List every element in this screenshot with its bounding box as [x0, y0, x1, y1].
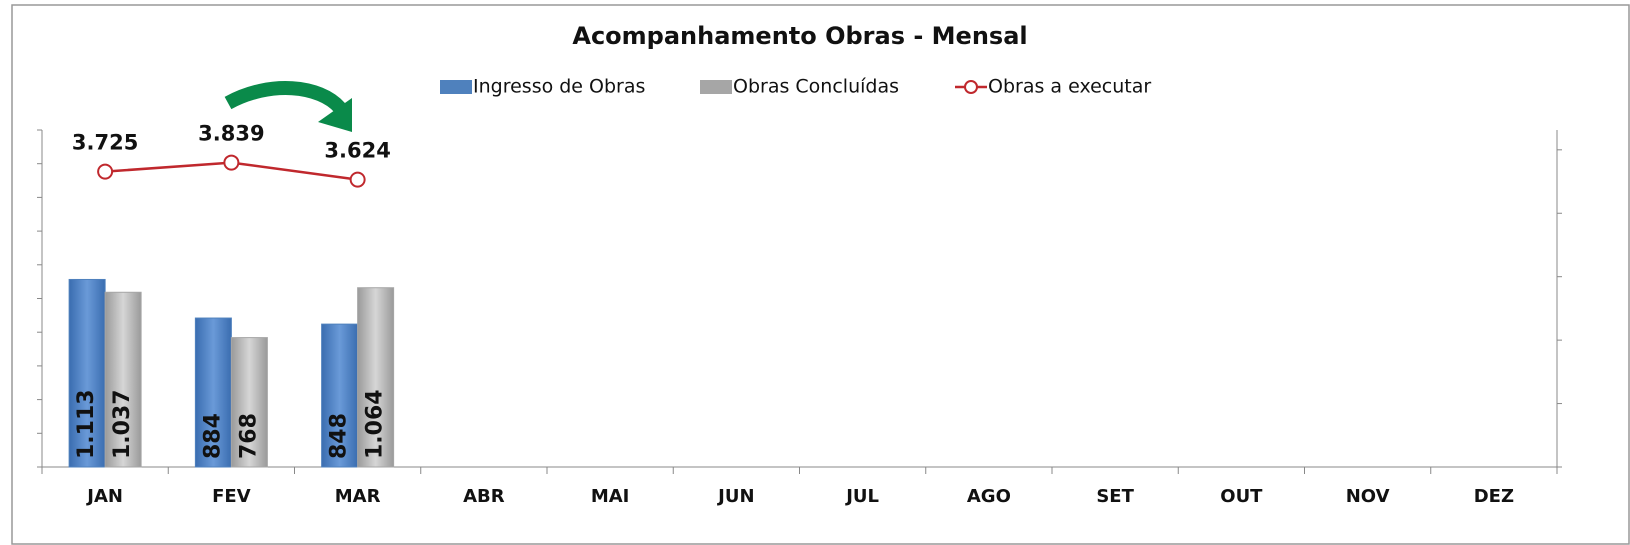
x-tick-label: JAN: [85, 486, 123, 507]
x-tick-label: ABR: [463, 486, 505, 507]
chart-title: Acompanhamento Obras - Mensal: [572, 22, 1027, 50]
bar: [194, 317, 232, 468]
bar: [104, 291, 142, 468]
trend-arrow: [224, 81, 346, 113]
line-marker: [97, 163, 114, 180]
bar: [68, 278, 106, 468]
data-label: 3.725: [72, 131, 138, 155]
legend-swatch: [964, 80, 978, 94]
x-tick-label: DEZ: [1474, 486, 1514, 507]
legend-label: Ingresso de Obras: [473, 76, 645, 98]
data-label: 1.064: [363, 389, 388, 459]
data-label: 1.113: [74, 389, 99, 459]
x-tick-label: SET: [1096, 486, 1134, 507]
legend-swatch: [700, 80, 732, 94]
bar: [230, 337, 268, 468]
data-label: 884: [200, 413, 225, 459]
bar: [321, 323, 359, 468]
legend-label: Obras Concluídas: [733, 76, 899, 98]
legend-swatch: [440, 80, 472, 94]
line-marker: [223, 154, 240, 171]
x-tick-label: OUT: [1220, 486, 1263, 507]
x-tick-label: NOV: [1346, 486, 1390, 507]
x-tick-label: JUL: [844, 486, 879, 507]
data-label: 768: [236, 413, 261, 459]
data-label: 848: [327, 413, 352, 459]
data-label: 3.624: [324, 139, 390, 163]
trend-arrow-head: [318, 98, 352, 132]
data-label: 3.839: [198, 122, 264, 146]
data-label: 1.037: [110, 389, 135, 459]
x-tick-label: AGO: [967, 486, 1011, 507]
x-tick-label: FEV: [212, 486, 251, 507]
bar: [357, 287, 395, 468]
x-tick-label: MAR: [335, 486, 381, 507]
x-tick-label: MAI: [591, 486, 630, 507]
line-marker: [349, 171, 366, 188]
legend-label: Obras a executar: [988, 76, 1151, 98]
x-tick-label: JUN: [716, 486, 754, 507]
